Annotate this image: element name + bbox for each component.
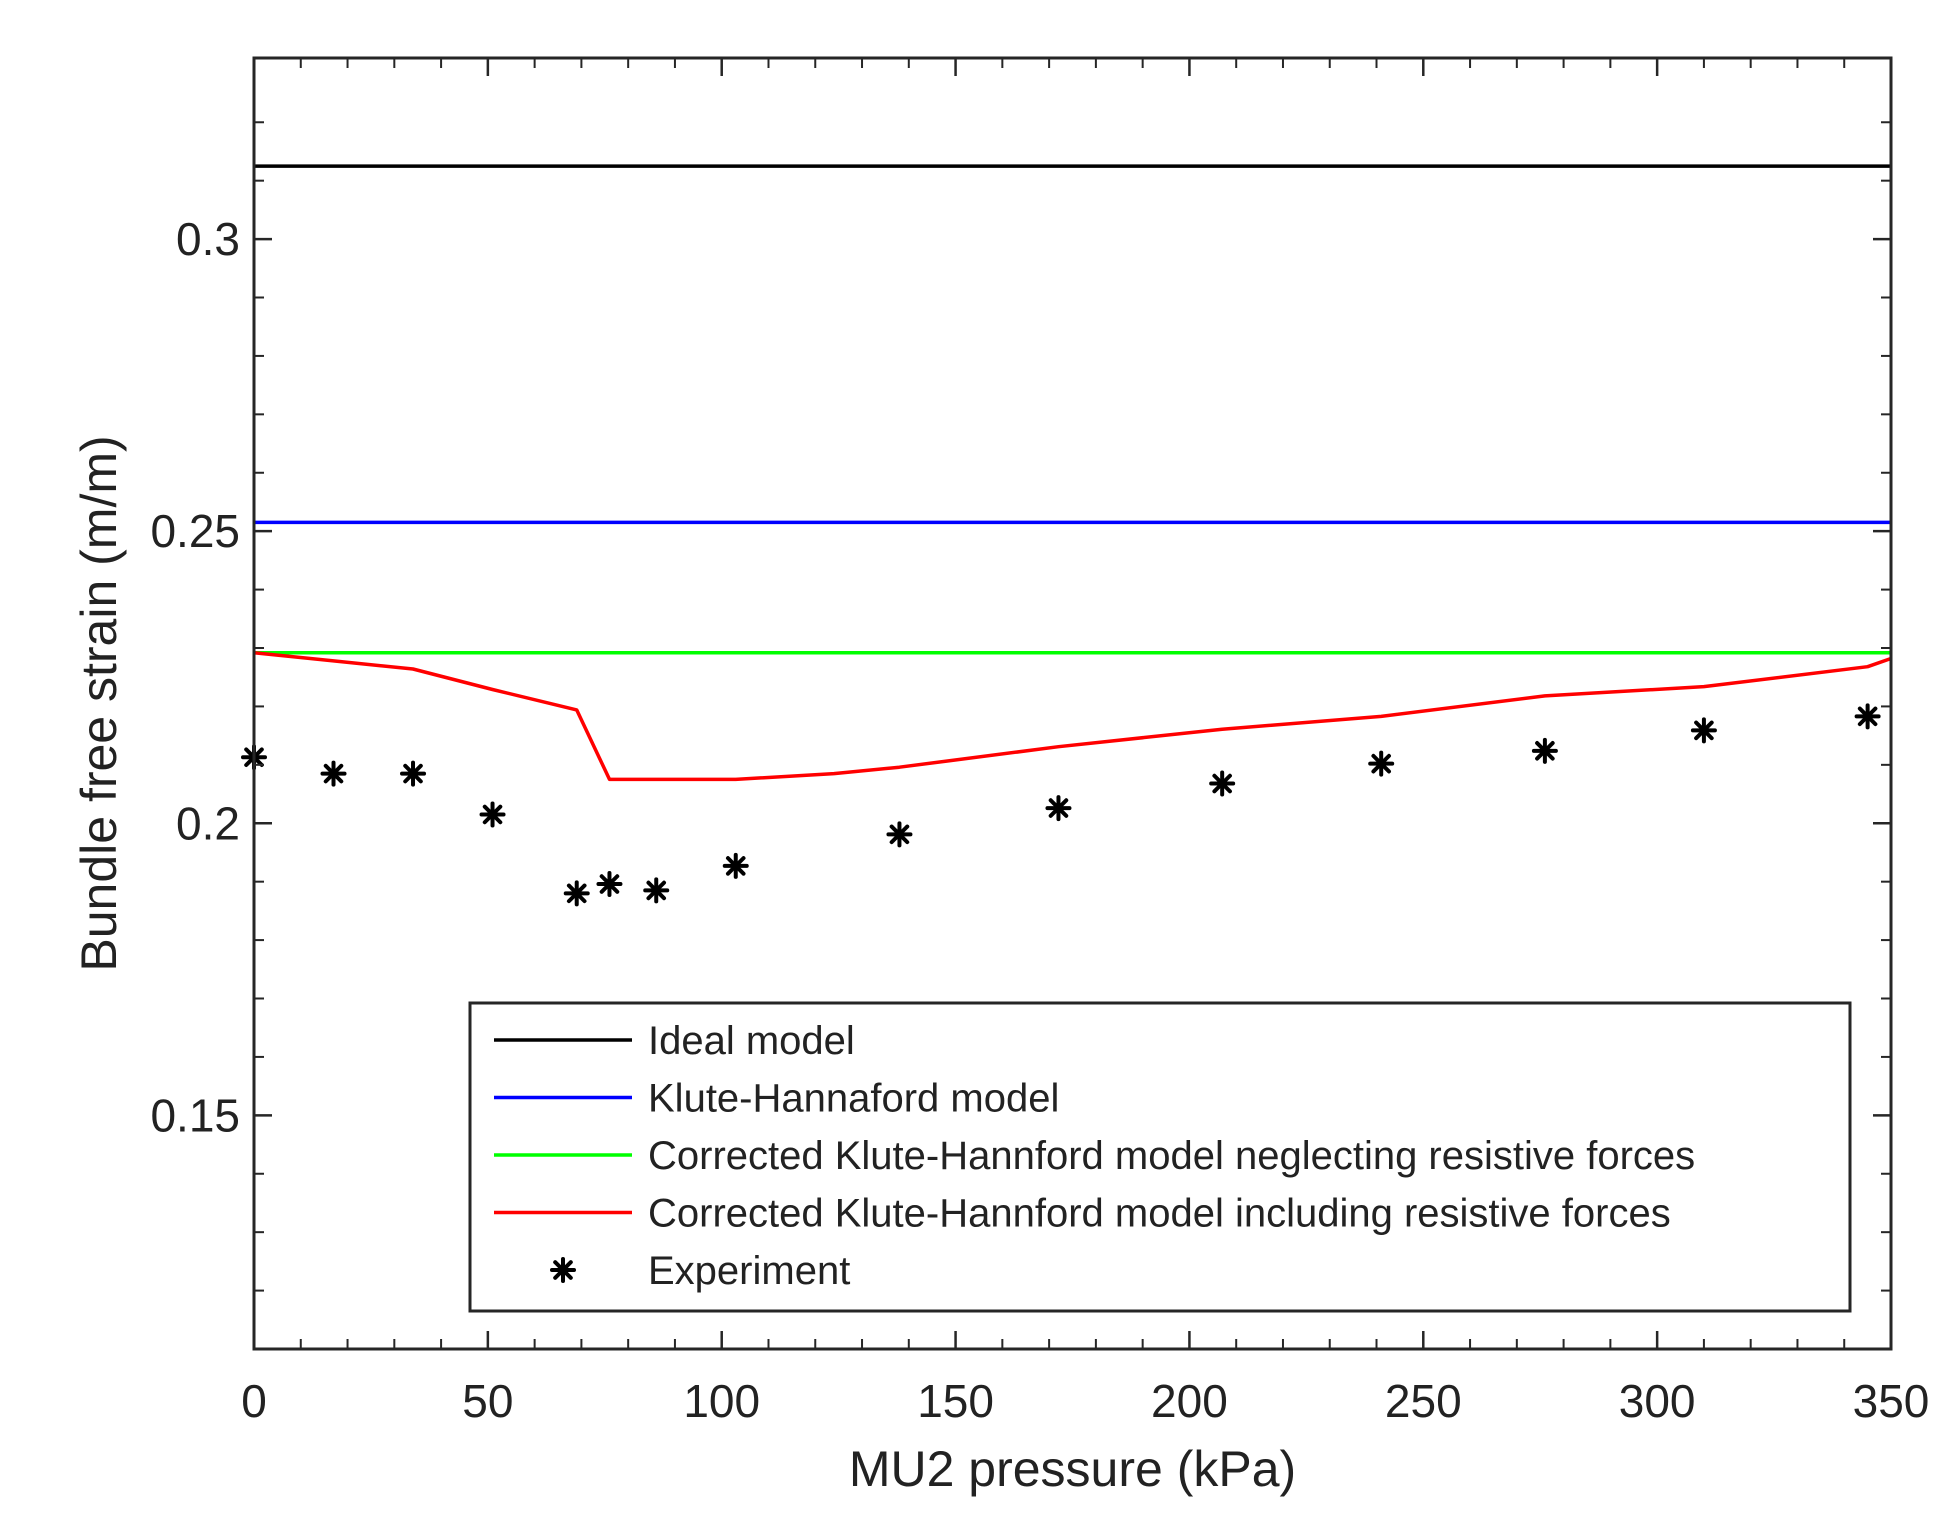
- legend-entry: Corrected Klute-Hannford model neglectin…: [494, 1134, 1695, 1178]
- legend-swatch-marker: [550, 1257, 576, 1283]
- y-tick-label: 0.25: [150, 505, 240, 557]
- experiment-point: [1854, 703, 1881, 730]
- asterisk-stroke: [1535, 741, 1555, 761]
- experiment-point: [400, 760, 427, 787]
- experiment-point: [479, 801, 506, 828]
- experiment-point: [722, 852, 749, 879]
- asterisk-stroke: [1371, 753, 1391, 774]
- x-tick-label: 200: [1151, 1375, 1228, 1427]
- x-tick-label: 350: [1853, 1375, 1930, 1427]
- asterisk-stroke: [1694, 720, 1714, 741]
- asterisk-stroke: [323, 763, 344, 784]
- legend-label: Experiment: [648, 1249, 850, 1293]
- legend-entry: Klute-Hannaford model: [494, 1077, 1059, 1121]
- x-tick-label: 50: [462, 1375, 513, 1427]
- experiment-point: [596, 871, 623, 898]
- experiment-point: [1531, 737, 1558, 764]
- x-tick-label: 0: [241, 1375, 267, 1427]
- y-tick-label: 0.2: [176, 797, 240, 849]
- asterisk-stroke: [403, 763, 423, 784]
- legend-entry: Corrected Klute-Hannford model including…: [494, 1192, 1671, 1236]
- x-tick-label: 100: [683, 1375, 760, 1427]
- labels-layer: 0 50 100 150 200 250 300 350 0.15 0.2 0.25 0.3 MU2 p…: [71, 213, 1929, 1497]
- asterisk-stroke: [599, 874, 620, 894]
- experiment-point: [1690, 717, 1717, 744]
- experiment-point: [1209, 770, 1236, 797]
- x-tick-label: 250: [1385, 1375, 1462, 1427]
- x-axis-title: MU2 pressure (kPa): [849, 1441, 1296, 1497]
- asterisk-stroke: [566, 883, 587, 904]
- y-axis-title: Bundle free strain (m/m): [71, 435, 127, 971]
- legend-label: Corrected Klute-Hannford model neglectin…: [648, 1134, 1695, 1178]
- asterisk-stroke: [1048, 798, 1069, 818]
- series-line-corrected-klute-hannford-model-including-resistive-forces: [253, 650, 1892, 782]
- asterisk-stroke: [1212, 773, 1232, 794]
- asterisk-stroke: [1857, 706, 1878, 727]
- x-tick-label: 150: [917, 1375, 994, 1427]
- x-tick-label: 300: [1619, 1375, 1696, 1427]
- legend-entry: Ideal model: [494, 1019, 855, 1063]
- plot-frame: [252, 56, 1893, 1351]
- legend: Ideal model Klute-Hannaford model Correcte…: [468, 1001, 1852, 1313]
- legend-entry: Experiment: [550, 1249, 850, 1293]
- experiment-point: [886, 821, 913, 848]
- legend-box: [468, 1001, 1852, 1313]
- legend-label: Corrected Klute-Hannford model including…: [648, 1192, 1671, 1236]
- experiment-point: [1368, 750, 1395, 777]
- asterisk-stroke: [553, 1260, 573, 1280]
- legend-label: Klute-Hannaford model: [648, 1077, 1059, 1121]
- asterisk-stroke: [646, 880, 667, 901]
- axes-layer: [252, 58, 1893, 1349]
- y-tick-label: 0.15: [150, 1089, 240, 1141]
- experiment-point: [1045, 795, 1072, 822]
- asterisk-stroke: [725, 856, 746, 876]
- experiment-point: [320, 760, 347, 787]
- asterisk-stroke: [482, 804, 503, 825]
- series-layer: [241, 164, 1892, 907]
- legend-label: Ideal model: [648, 1019, 855, 1063]
- experiment-point: [643, 877, 670, 904]
- y-tick-label: 0.3: [176, 213, 240, 265]
- experiment-point: [563, 880, 590, 907]
- asterisk-stroke: [889, 824, 910, 845]
